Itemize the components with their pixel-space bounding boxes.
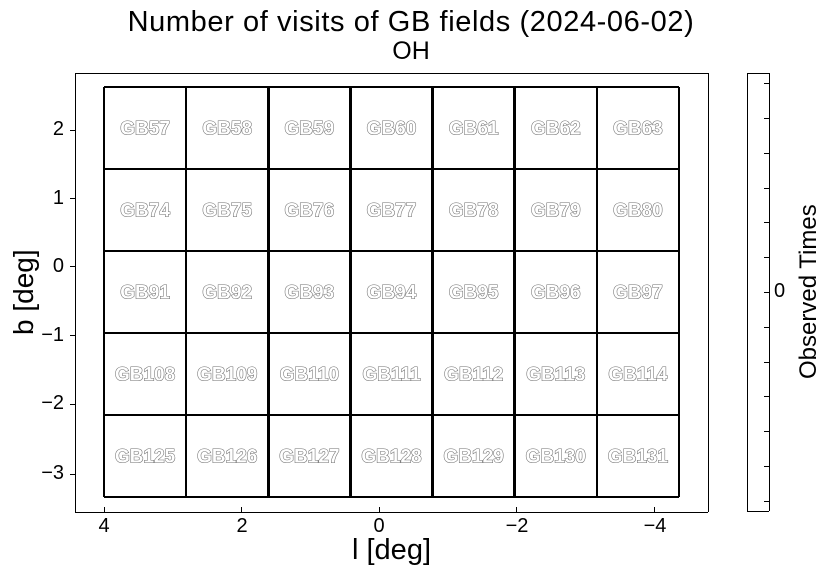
svg-text:GB60: GB60 bbox=[367, 119, 417, 140]
svg-text:GB76: GB76 bbox=[285, 201, 335, 222]
svg-text:GB75: GB75 bbox=[202, 201, 252, 222]
svg-text:GB92: GB92 bbox=[202, 283, 252, 304]
svg-text:GB126: GB126 bbox=[197, 447, 257, 468]
svg-text:GB77: GB77 bbox=[367, 201, 417, 222]
svg-text:GB112: GB112 bbox=[444, 365, 503, 386]
svg-text:GB125: GB125 bbox=[115, 447, 176, 468]
svg-text:GB109: GB109 bbox=[197, 365, 257, 386]
svg-text:GB130: GB130 bbox=[526, 447, 586, 468]
svg-text:GB59: GB59 bbox=[285, 119, 335, 140]
svg-text:GB63: GB63 bbox=[613, 119, 663, 140]
svg-text:GB74: GB74 bbox=[120, 201, 170, 222]
svg-text:GB129: GB129 bbox=[444, 447, 504, 468]
svg-text:GB62: GB62 bbox=[531, 119, 581, 140]
svg-text:GB91: GB91 bbox=[120, 283, 170, 304]
svg-text:GB80: GB80 bbox=[613, 201, 663, 222]
svg-text:GB58: GB58 bbox=[202, 119, 252, 140]
svg-text:GB57: GB57 bbox=[120, 119, 170, 140]
svg-text:GB111: GB111 bbox=[362, 365, 421, 386]
svg-text:GB61: GB61 bbox=[449, 119, 499, 140]
svg-text:GB97: GB97 bbox=[613, 283, 663, 304]
svg-text:GB108: GB108 bbox=[115, 365, 175, 386]
svg-text:GB93: GB93 bbox=[285, 283, 335, 304]
svg-text:GB79: GB79 bbox=[531, 201, 581, 222]
svg-text:GB78: GB78 bbox=[449, 201, 499, 222]
svg-text:GB96: GB96 bbox=[531, 283, 581, 304]
svg-text:GB95: GB95 bbox=[449, 283, 499, 304]
svg-text:GB114: GB114 bbox=[608, 365, 668, 386]
svg-text:GB127: GB127 bbox=[279, 447, 339, 468]
svg-text:GB110: GB110 bbox=[280, 365, 339, 386]
svg-text:GB128: GB128 bbox=[361, 447, 421, 468]
svg-text:GB113: GB113 bbox=[526, 365, 585, 386]
svg-text:GB94: GB94 bbox=[367, 283, 417, 304]
svg-text:GB131: GB131 bbox=[608, 447, 669, 468]
